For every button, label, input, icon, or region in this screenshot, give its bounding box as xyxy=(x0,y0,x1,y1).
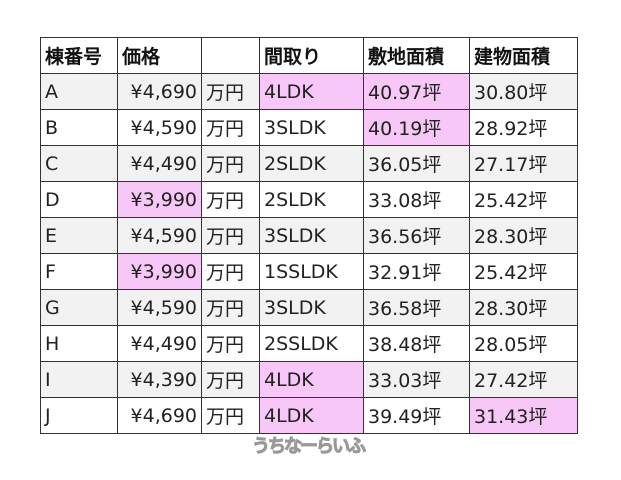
table-row: G ¥4,590 万円 3SLDK 36.58坪 28.30坪 xyxy=(40,289,578,326)
table-row: F ¥3,990 万円 1SSLDK 32.91坪 25.42坪 xyxy=(40,253,578,290)
cell-layout: 3SLDK xyxy=(259,289,364,326)
cell-id: C xyxy=(40,145,118,182)
table-row: D ¥3,990 万円 2SLDK 33.08坪 25.42坪 xyxy=(40,181,578,218)
cell-land-area: 36.56坪 xyxy=(363,217,470,254)
cell-unit: 万円 xyxy=(201,325,260,362)
cell-price: ¥4,490 xyxy=(117,145,202,182)
cell-id: G xyxy=(40,289,118,326)
table-row: I ¥4,390 万円 4LDK 33.03坪 27.42坪 xyxy=(40,361,578,398)
cell-id: D xyxy=(40,181,118,218)
cell-building-area: 28.05坪 xyxy=(469,325,578,362)
header-layout: 間取り xyxy=(259,37,364,74)
cell-id: E xyxy=(40,217,118,254)
cell-id: J xyxy=(40,397,118,434)
cell-price: ¥4,490 xyxy=(117,325,202,362)
cell-price: ¥3,990 xyxy=(117,181,202,218)
cell-unit: 万円 xyxy=(201,253,260,290)
cell-id: B xyxy=(40,109,118,146)
cell-id: A xyxy=(40,73,118,110)
table-row: B ¥4,590 万円 3SLDK 40.19坪 28.92坪 xyxy=(40,109,578,146)
cell-building-area: 28.92坪 xyxy=(469,109,578,146)
header-land-area: 敷地面積 xyxy=(363,37,470,74)
watermark: うちなーらいふ xyxy=(252,436,367,458)
cell-land-area: 38.48坪 xyxy=(363,325,470,362)
cell-layout: 3SLDK xyxy=(259,109,364,146)
cell-id: F xyxy=(40,253,118,290)
cell-unit: 万円 xyxy=(201,397,260,434)
cell-layout: 4LDK xyxy=(259,361,364,398)
cell-id: H xyxy=(40,325,118,362)
cell-price: ¥3,990 xyxy=(117,253,202,290)
cell-id: I xyxy=(40,361,118,398)
cell-land-area: 36.05坪 xyxy=(363,145,470,182)
header-row: 棟番号 価格 間取り 敷地面積 建物面積 xyxy=(40,37,578,74)
cell-unit: 万円 xyxy=(201,109,260,146)
cell-land-area: 40.19坪 xyxy=(363,109,470,146)
cell-unit: 万円 xyxy=(201,361,260,398)
cell-building-area: 28.30坪 xyxy=(469,217,578,254)
header-building-area: 建物面積 xyxy=(469,37,578,74)
cell-layout: 1SSLDK xyxy=(259,253,364,290)
cell-building-area: 28.30坪 xyxy=(469,289,578,326)
cell-building-area: 25.42坪 xyxy=(469,181,578,218)
header-price: 価格 xyxy=(117,37,202,74)
cell-layout: 4LDK xyxy=(259,397,364,434)
cell-layout: 2SLDK xyxy=(259,145,364,182)
cell-layout: 2SLDK xyxy=(259,181,364,218)
cell-unit: 万円 xyxy=(201,217,260,254)
cell-land-area: 33.03坪 xyxy=(363,361,470,398)
cell-building-area: 31.43坪 xyxy=(469,397,578,434)
cell-land-area: 32.91坪 xyxy=(363,253,470,290)
cell-price: ¥4,690 xyxy=(117,397,202,434)
cell-layout: 3SLDK xyxy=(259,217,364,254)
cell-land-area: 39.49坪 xyxy=(363,397,470,434)
cell-price: ¥4,590 xyxy=(117,289,202,326)
cell-unit: 万円 xyxy=(201,73,260,110)
cell-building-area: 27.42坪 xyxy=(469,361,578,398)
cell-land-area: 36.58坪 xyxy=(363,289,470,326)
cell-building-area: 27.17坪 xyxy=(469,145,578,182)
table-row: H ¥4,490 万円 2SSLDK 38.48坪 28.05坪 xyxy=(40,325,578,362)
cell-price: ¥4,390 xyxy=(117,361,202,398)
cell-building-area: 30.80坪 xyxy=(469,73,578,110)
table-row: J ¥4,690 万円 4LDK 39.49坪 31.43坪 xyxy=(40,397,578,434)
table-row: C ¥4,490 万円 2SLDK 36.05坪 27.17坪 xyxy=(40,145,578,182)
cell-building-area: 25.42坪 xyxy=(469,253,578,290)
cell-layout: 2SSLDK xyxy=(259,325,364,362)
header-unit xyxy=(201,37,260,74)
table-row: A ¥4,690 万円 4LDK 40.97坪 30.80坪 xyxy=(40,73,578,110)
cell-price: ¥4,590 xyxy=(117,109,202,146)
cell-land-area: 33.08坪 xyxy=(363,181,470,218)
cell-price: ¥4,590 xyxy=(117,217,202,254)
cell-unit: 万円 xyxy=(201,181,260,218)
cell-layout: 4LDK xyxy=(259,73,364,110)
cell-unit: 万円 xyxy=(201,145,260,182)
table-row: E ¥4,590 万円 3SLDK 36.56坪 28.30坪 xyxy=(40,217,578,254)
header-id: 棟番号 xyxy=(40,37,118,74)
cell-land-area: 40.97坪 xyxy=(363,73,470,110)
cell-unit: 万円 xyxy=(201,289,260,326)
property-comparison-table: 棟番号 価格 間取り 敷地面積 建物面積 A ¥4,690 万円 4LDK 40.97坪… xyxy=(40,37,578,434)
cell-price: ¥4,690 xyxy=(117,73,202,110)
